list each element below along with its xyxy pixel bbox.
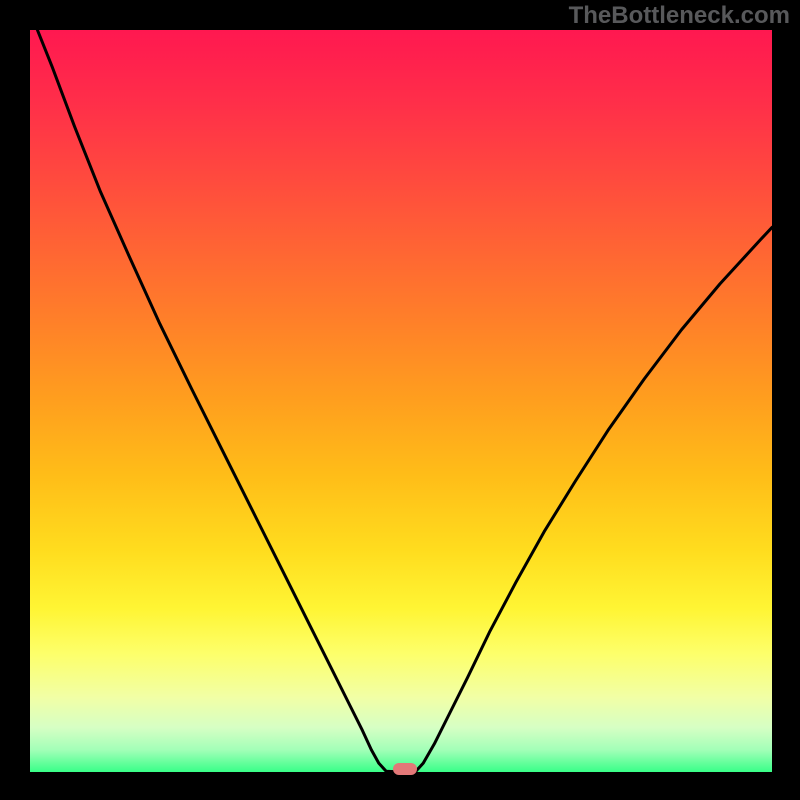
watermark-text: TheBottleneck.com	[569, 2, 790, 30]
v-curve	[30, 30, 772, 772]
chart-container: TheBottleneck.com	[0, 0, 800, 800]
plot-area	[30, 30, 772, 772]
bottleneck-marker	[393, 763, 417, 775]
